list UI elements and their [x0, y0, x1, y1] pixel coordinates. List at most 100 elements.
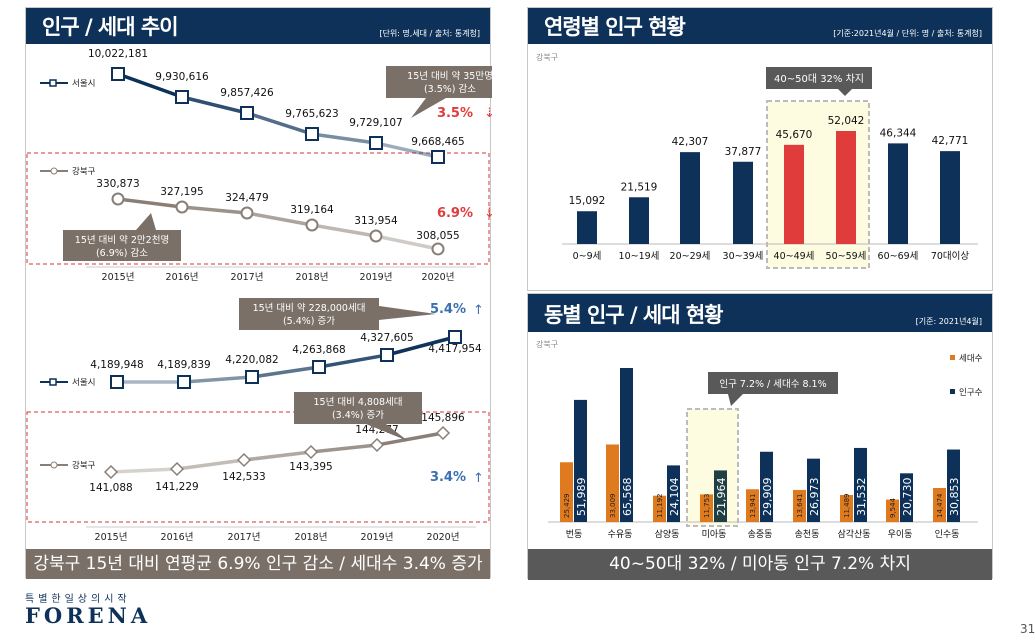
data-label: 9,729,107: [349, 117, 402, 129]
callout-box: [63, 230, 181, 261]
data-point: [177, 375, 191, 389]
legend-label: 강북구: [72, 166, 96, 177]
data-point: [312, 360, 326, 374]
bar-population: [574, 399, 587, 522]
data-label: 145,896: [421, 412, 465, 424]
bar-population: [854, 447, 867, 522]
data-label: 29,909: [761, 478, 774, 517]
data-label: 13,641: [796, 494, 804, 519]
callout-box: [294, 392, 422, 424]
data-label: 11,489: [843, 494, 851, 519]
data-label: 42,307: [672, 136, 709, 148]
bar: [836, 131, 856, 244]
bar-households: [933, 488, 946, 522]
data-label: 14,474: [936, 493, 944, 518]
data-label: 143,395: [289, 461, 332, 473]
legend-label: 서울시: [72, 79, 95, 89]
data-label: 15,092: [569, 195, 606, 207]
data-point: [305, 127, 319, 141]
legend-label: 서울시: [72, 378, 95, 388]
x-tick-label: 송중동: [748, 529, 773, 540]
data-label: 46,344: [880, 127, 917, 139]
series-line-서울시: [117, 72, 183, 99]
callout-pointer: [838, 89, 852, 96]
data-label: 30,853: [948, 478, 961, 517]
data-label: 141,088: [89, 482, 132, 494]
summary-banner: 강북구 15년 대비 연평균 6.9% 인구 감소 / 세대수 3.4% 증가: [26, 549, 490, 579]
data-point: [431, 242, 445, 256]
data-label: 330,873: [96, 178, 139, 190]
bar-households: [840, 495, 853, 522]
data-label: 13,941: [749, 494, 757, 519]
series-line-서울시: [386, 335, 456, 357]
data-point: [245, 370, 259, 384]
bar-population: [947, 449, 960, 522]
x-tick-label: 10~19세: [619, 251, 660, 262]
bar: [577, 211, 597, 244]
x-tick-label: 2019년: [360, 272, 393, 283]
legend-marker: [49, 79, 57, 87]
x-tick-label: 2019년: [361, 532, 394, 543]
callout-text: (3.5%) 감소: [424, 83, 476, 95]
bar-households: [653, 495, 666, 522]
series-line-강북구: [310, 443, 378, 454]
panel-title: 동별 인구 / 세대 현황: [544, 303, 723, 327]
x-tick-label: 삼각산동: [837, 528, 870, 540]
x-tick-label: 미아동: [702, 529, 727, 540]
bar-households: [746, 489, 759, 522]
bar-households: [606, 444, 619, 522]
data-label: 24,104: [668, 478, 681, 517]
data-label: 52,042: [828, 115, 865, 127]
age-population-panel: 연령별 인구 현황 [기준:2021년4월 / 단위: 명 / 출처: 통계청]…: [527, 7, 993, 291]
series-line-강북구: [246, 211, 313, 227]
data-label: 141,229: [155, 481, 198, 493]
data-label: 51,989: [575, 478, 588, 517]
x-tick-label: 우이동: [888, 529, 913, 540]
data-label: 327,195: [160, 186, 203, 198]
data-label: 4,189,948: [90, 359, 143, 371]
data-label: 9,668,465: [411, 136, 464, 148]
series-line-강북구: [176, 458, 245, 471]
chart-label: 강북구: [536, 339, 558, 349]
data-point: [303, 444, 319, 460]
data-label: 142,533: [222, 471, 265, 483]
data-label: 21,964: [715, 478, 728, 517]
series-line-서울시: [251, 365, 320, 379]
data-label: 4,417,954: [428, 343, 482, 355]
legend-marker: [50, 167, 58, 175]
bar: [680, 152, 700, 244]
callout-text: (3.4%) 증가: [332, 410, 384, 421]
bar: [784, 144, 804, 244]
x-tick-label: 60~69세: [878, 251, 919, 262]
x-tick-label: 2016년: [166, 272, 199, 283]
data-label: 11,753: [703, 494, 711, 519]
x-tick-label: 수유동: [608, 529, 633, 540]
bar-population: [714, 470, 727, 522]
data-label: 4,263,868: [292, 344, 345, 356]
data-point: [369, 136, 383, 150]
callout-text: 15년 대비 약 2만2천명: [75, 234, 169, 246]
panel-subtitle: [기준: 2021년4월]: [915, 317, 982, 326]
data-label: 65,568: [621, 478, 634, 517]
data-point: [369, 437, 385, 453]
change-percent: 5.4%: [430, 302, 466, 317]
callout-text: 인구 7.2% / 세대수 8.1%: [719, 379, 826, 390]
callout-pointer: [366, 424, 408, 441]
data-label: 4,220,082: [225, 354, 278, 366]
logo-tagline: 특별한일상의시작: [25, 594, 131, 605]
data-point: [435, 425, 451, 441]
series-line-강북구: [181, 205, 248, 215]
arrow-up-icon: ↑: [473, 471, 484, 486]
x-tick-label: 2015년: [95, 532, 128, 543]
x-tick-label: 번동: [566, 529, 583, 540]
x-tick-label: 2018년: [295, 532, 328, 543]
callout-pointer: [379, 306, 436, 320]
data-point: [448, 330, 462, 344]
data-point: [175, 90, 189, 104]
callout-pointer: [411, 98, 446, 118]
bar: [733, 161, 753, 244]
age-bar-chart: 강북구 40~50대 32% 차지 15,092 0~9세 21,519 10~19세 42…: [536, 52, 978, 269]
series-line-강북구: [376, 431, 444, 447]
x-tick-label: 인수동: [935, 529, 960, 540]
